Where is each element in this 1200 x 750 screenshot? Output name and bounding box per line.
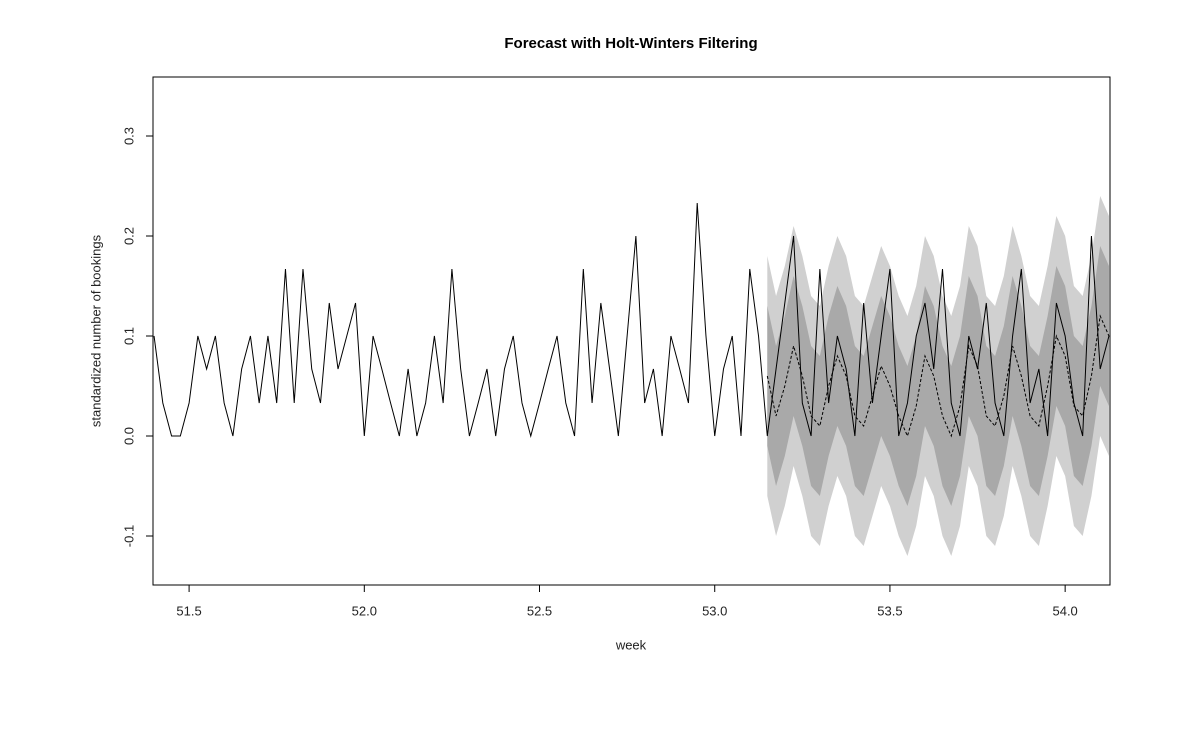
x-tick-label: 52.0 [352,603,377,618]
x-tick-label: 53.5 [877,603,902,618]
chart-title: Forecast with Holt-Winters Filtering [504,35,757,52]
x-tick-label: 54.0 [1052,603,1077,618]
y-tick-label: 0.3 [121,127,136,145]
plot-area [153,196,1110,556]
observed-line [153,202,1110,438]
y-tick-label: 0.1 [121,327,136,345]
prediction-interval [767,246,1109,506]
plot-frame [152,76,1111,586]
x-tick-label: 51.5 [176,603,201,618]
y-axis-label: standardized number of bookings [88,234,103,427]
fitted-line [766,314,1110,438]
x-tick-label: 53.0 [702,603,727,618]
x-tick-label: 52.5 [527,603,552,618]
y-tick-label: 0.2 [121,227,136,245]
x-axis-label: week [615,637,647,652]
y-tick-label: 0.0 [121,427,136,445]
y-tick-label: -0.1 [121,525,136,547]
